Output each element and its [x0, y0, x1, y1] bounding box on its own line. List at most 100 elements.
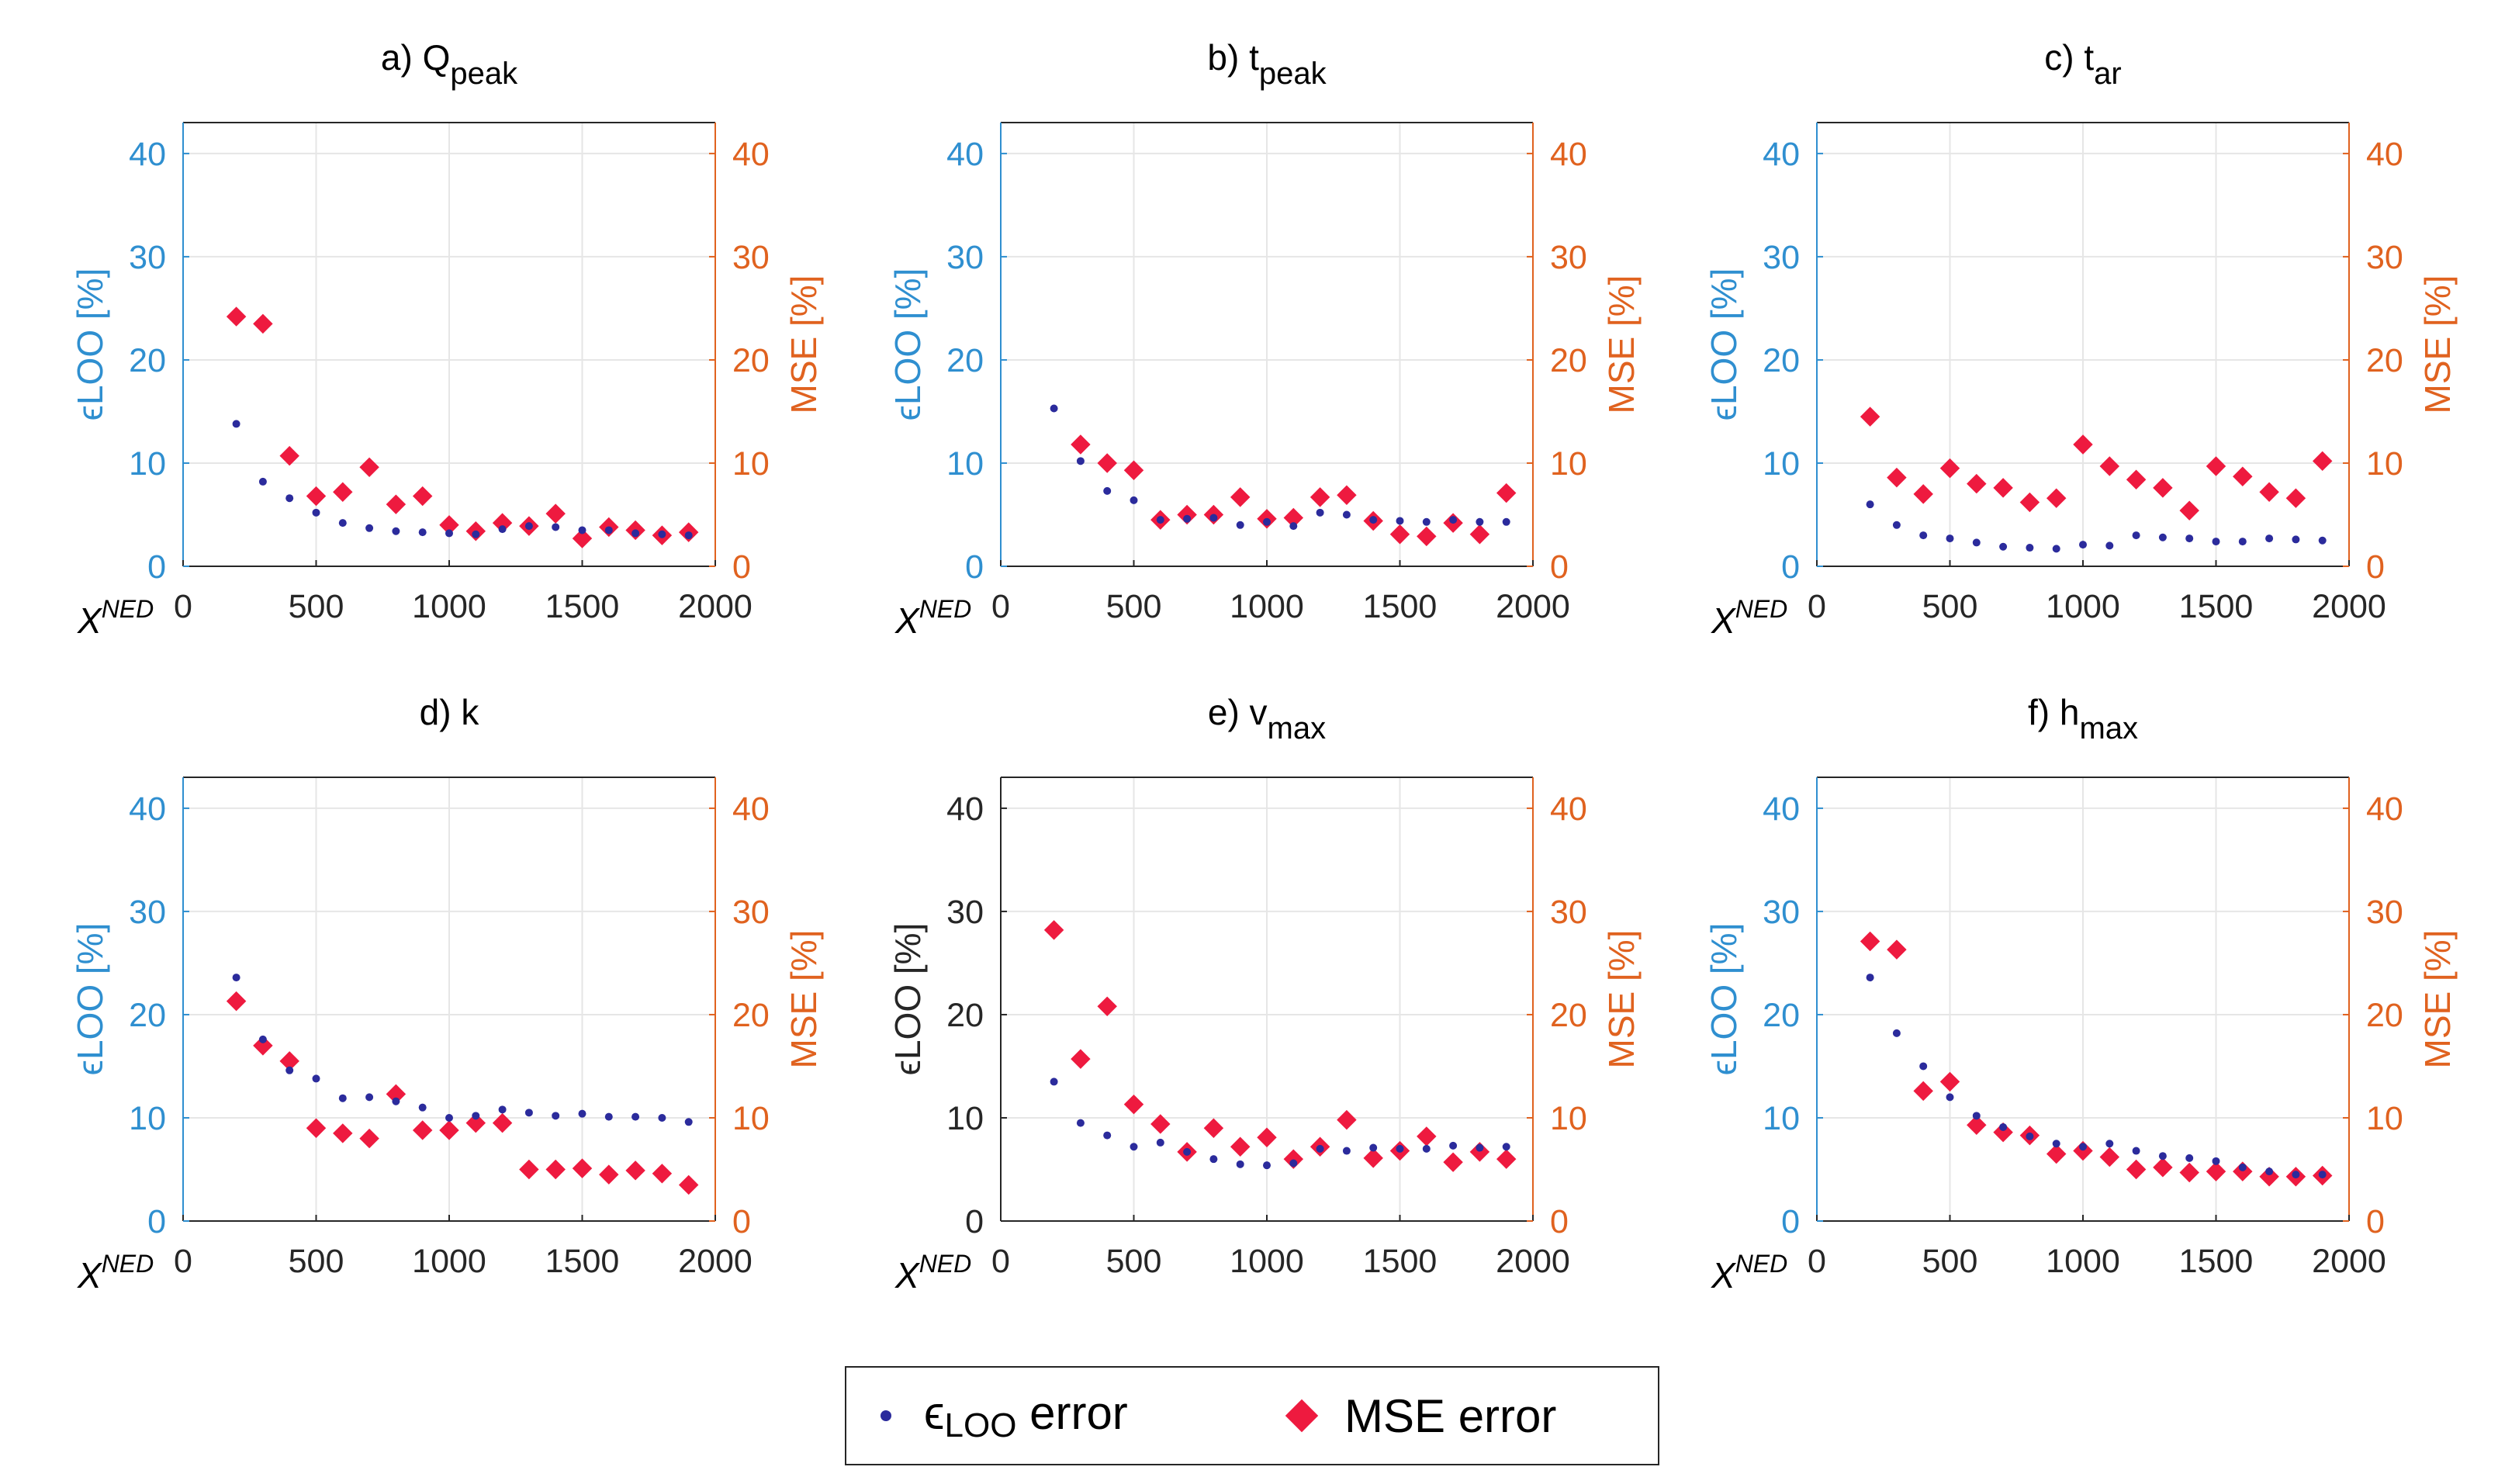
loo-point [1183, 514, 1192, 523]
y-tick-label-left: 30 [129, 239, 166, 276]
x-axis-label: XNED [894, 595, 971, 641]
y-tick-label-right: 30 [732, 894, 770, 931]
x-tick-label: 2000 [1496, 1243, 1570, 1280]
y-axis-label-left: ϵLOO [%] [887, 923, 928, 1076]
mse-point [545, 503, 566, 524]
loo-point [1103, 486, 1112, 495]
loo-point [472, 1112, 480, 1120]
mse-point [1337, 485, 1357, 505]
loo-point [1866, 974, 1874, 982]
mse-point [1993, 478, 2013, 498]
x-tick-label: 2000 [2312, 588, 2386, 625]
x-tick-label: 2000 [2312, 1243, 2386, 1280]
x-axis-label: XNED [77, 595, 154, 641]
loo-point [1449, 516, 1458, 524]
mse-point [2126, 1159, 2147, 1180]
y-tick-label-right: 40 [2366, 136, 2403, 173]
mse-point [1939, 1071, 1960, 1092]
y-axis-label-right: MSE [%] [784, 275, 824, 414]
x-tick-label: 0 [1808, 1243, 1826, 1280]
loo-point [2185, 534, 2194, 543]
mse-point [2312, 451, 2333, 472]
loo-point [631, 1112, 640, 1121]
mse-point [1417, 526, 1437, 547]
loo-point [552, 523, 560, 531]
mse-point [2046, 488, 2067, 508]
mse-point [2073, 434, 2093, 455]
x-axis-label: XNED [1711, 595, 1787, 641]
loo-point [1369, 516, 1378, 524]
y-tick-label-right: 20 [1550, 342, 1587, 379]
y-tick-label-right: 20 [732, 997, 770, 1034]
loo-point [2292, 1171, 2300, 1179]
legend-label-mse: MSE error [1344, 1389, 1557, 1442]
loo-point [1396, 517, 1404, 525]
loo-point [1289, 522, 1298, 531]
y-tick-label-left: 10 [1763, 1100, 1800, 1137]
x-tick-label: 1000 [2046, 1243, 2120, 1280]
loo-point [338, 519, 347, 528]
mse-point [2019, 492, 2040, 513]
legend: ϵLOO error MSE error [845, 1366, 1659, 1465]
loo-point [524, 1109, 533, 1117]
chart-title: f) hmax [2028, 692, 2138, 745]
loo-point [1449, 1141, 1458, 1150]
loo-point [1263, 1161, 1271, 1170]
loo-point [658, 1113, 666, 1122]
mse-point [1443, 1152, 1463, 1172]
loo-point [552, 1112, 560, 1120]
loo-point [1972, 538, 1981, 547]
y-tick-label-right: 40 [732, 136, 770, 173]
mse-point [1496, 1149, 1517, 1169]
mse-point [1939, 458, 1960, 479]
loo-point [445, 529, 453, 538]
mse-point [492, 1112, 513, 1133]
mse-point [359, 1128, 379, 1149]
loo-point [1316, 508, 1324, 517]
chart-title: a) Qpeak [381, 37, 518, 91]
y-tick-label-right: 30 [732, 239, 770, 276]
y-tick-label-right: 20 [1550, 997, 1587, 1034]
mse-point [333, 1123, 353, 1143]
loo-point [472, 530, 480, 538]
mse-point [2126, 469, 2147, 489]
x-tick-label: 500 [1106, 588, 1162, 625]
legend-marker-loo [881, 1410, 891, 1421]
loo-point [2158, 1152, 2167, 1161]
y-tick-label-left: 30 [946, 894, 984, 931]
mse-point [678, 1174, 699, 1195]
y-tick-label-right: 10 [732, 445, 770, 483]
loo-point [232, 420, 240, 428]
loo-point [1050, 404, 1058, 413]
mse-point [1203, 1118, 1224, 1139]
y-tick-label-right: 10 [1550, 1100, 1587, 1137]
mse-point [1310, 487, 1330, 507]
loo-point [285, 494, 294, 503]
loo-point [2052, 545, 2060, 553]
y-tick-label-left: 40 [129, 790, 166, 828]
y-tick-label-right: 0 [1550, 1203, 1569, 1240]
mse-point [359, 457, 379, 478]
loo-point [232, 974, 240, 982]
y-tick-label-right: 20 [2366, 342, 2403, 379]
y-tick-label-right: 30 [2366, 239, 2403, 276]
mse-point [226, 991, 247, 1012]
mse-point [2099, 456, 2120, 476]
loo-point [1369, 1143, 1378, 1152]
y-tick-label-left: 30 [946, 239, 984, 276]
y-tick-label-right: 0 [2366, 548, 2385, 586]
x-tick-label: 2000 [678, 588, 753, 625]
x-tick-label: 500 [289, 1243, 344, 1280]
y-tick-label-left: 10 [129, 1100, 166, 1137]
mse-point [333, 482, 353, 502]
loo-point [258, 477, 267, 486]
mse-point [599, 1164, 619, 1185]
y-tick-label-left: 0 [147, 1203, 166, 1240]
loo-point [2132, 531, 2140, 540]
mse-point [1913, 1081, 1933, 1102]
y-tick-label-right: 30 [1550, 894, 1587, 931]
mse-point [1097, 996, 1117, 1017]
loo-point [1289, 1159, 1298, 1167]
x-tick-label: 500 [1106, 1243, 1162, 1280]
